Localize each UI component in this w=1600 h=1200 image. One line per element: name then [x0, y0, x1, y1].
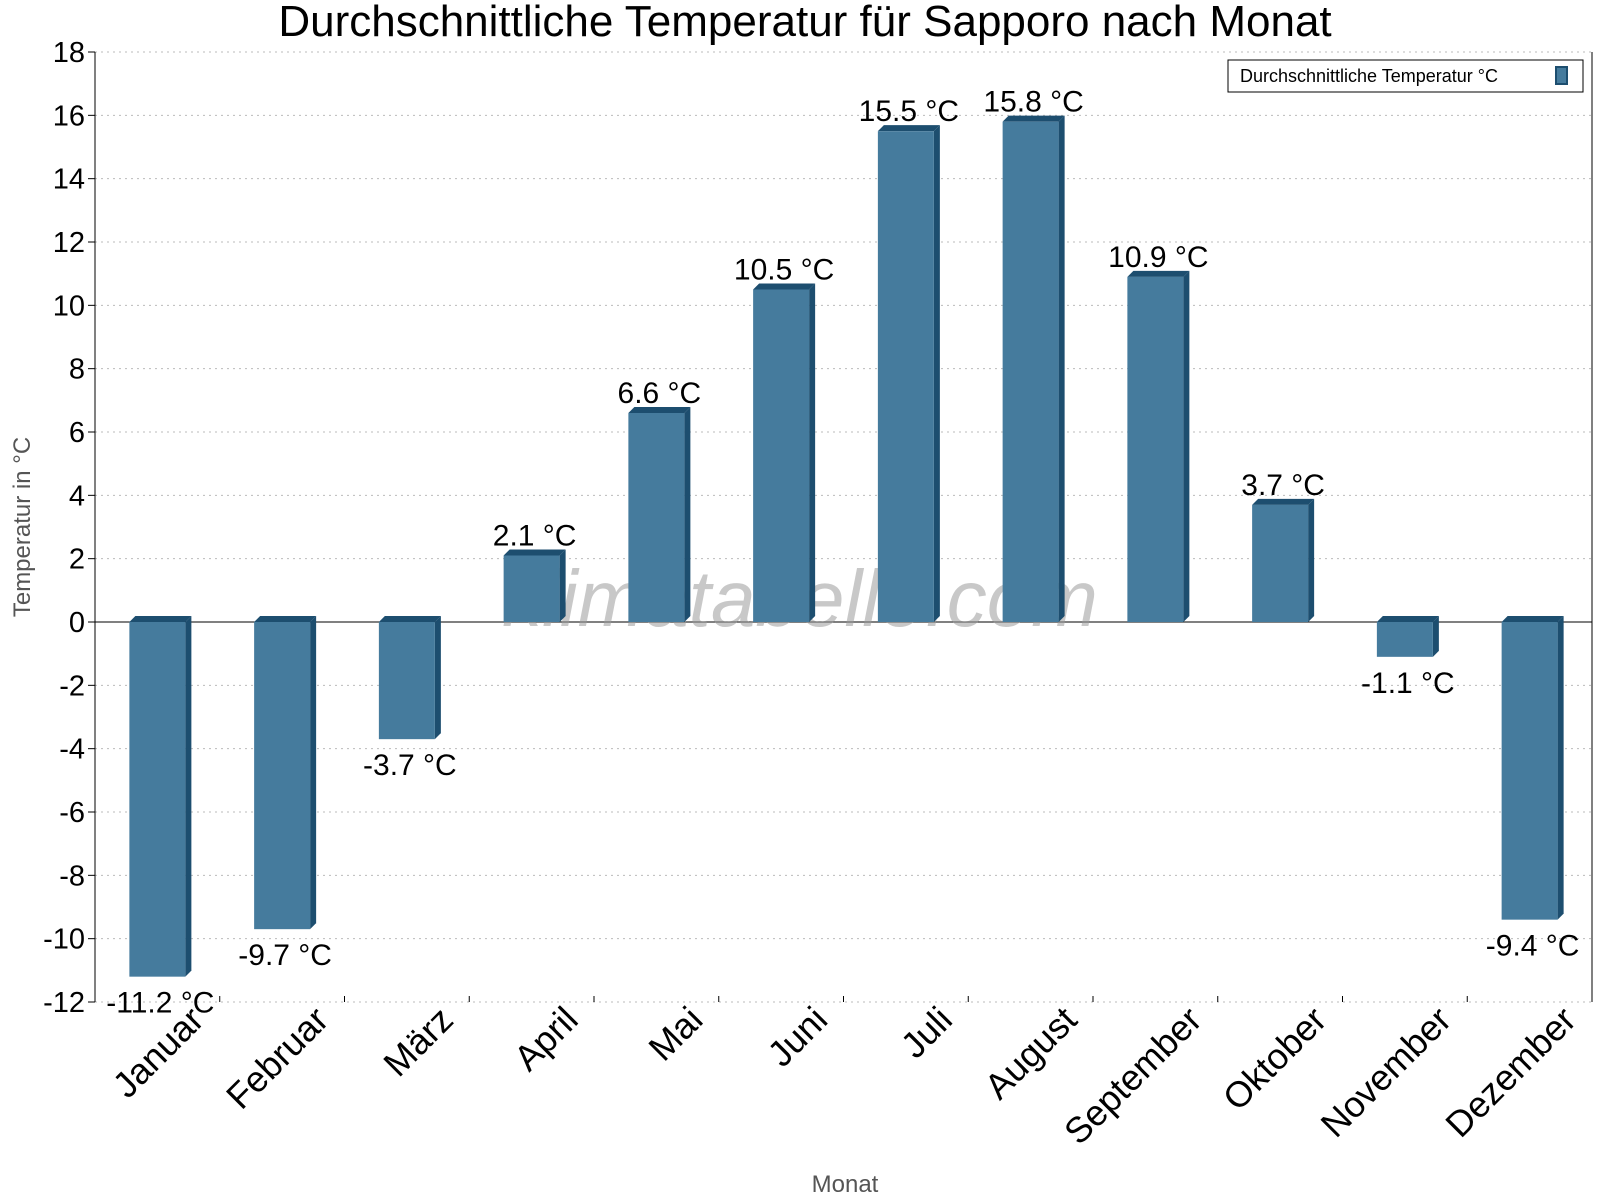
bar-top-face	[254, 616, 317, 622]
y-tick-label: 0	[69, 607, 85, 639]
bar	[378, 622, 435, 740]
y-tick-label: 18	[53, 37, 85, 69]
legend-swatch	[1555, 66, 1568, 85]
x-axis-label: Monat	[812, 1171, 879, 1198]
data-label: 10.5 °C	[734, 254, 834, 287]
bar	[1002, 121, 1059, 623]
bar	[1127, 276, 1184, 622]
y-tick-label: -8	[59, 860, 85, 892]
bar-top-face	[753, 283, 816, 290]
bar-top-face	[1252, 498, 1315, 505]
x-axis-ticks: Januar Februar März April Mai Juni Juli AugustS…	[94, 996, 1593, 1153]
data-label: 10.9 °C	[1108, 241, 1208, 274]
data-label: 15.5 °C	[859, 95, 959, 128]
y-tick-label: 14	[53, 164, 85, 196]
y-axis-ticks: 18 16 14 12 10 8 6 4 2 0 -2 -4 -6 -8 -10 -12	[43, 37, 95, 1019]
chart-title: Durchschnittliche Temperatur für Sapporo…	[278, 0, 1331, 46]
bar-side-face	[933, 125, 940, 623]
bar-top-face	[877, 125, 940, 132]
bar-side-face	[185, 616, 192, 977]
x-tick-label: März	[375, 999, 461, 1085]
y-tick-label: -2	[59, 670, 85, 702]
y-tick-label: 10	[53, 290, 85, 322]
x-tick-label: April	[506, 999, 586, 1079]
bars: -11.2 °C -9.7 °C -3.7 °C 2.1 °C 6.6 °C 10.5 °…	[106, 86, 1579, 1020]
y-tick-label: 16	[53, 100, 85, 132]
data-label: -9.4 °C	[1486, 930, 1580, 963]
y-tick-label: -12	[43, 987, 85, 1019]
y-tick-label: 8	[69, 354, 85, 386]
bar-top-face	[503, 549, 566, 556]
y-tick-label: -4	[59, 734, 85, 766]
bar	[1252, 504, 1309, 622]
bar-top-face	[628, 407, 691, 413]
data-label: 3.7 °C	[1241, 469, 1325, 502]
y-tick-label: 6	[69, 417, 85, 449]
data-label: -1.1 °C	[1361, 667, 1455, 700]
bar-side-face	[684, 407, 691, 622]
data-label: -3.7 °C	[363, 749, 457, 782]
legend: Durchschnittliche Temperatur °C	[1227, 59, 1584, 93]
bar	[1501, 622, 1558, 920]
data-label: 6.6 °C	[618, 377, 702, 410]
bar-side-face	[1557, 616, 1564, 920]
bar	[877, 131, 934, 622]
data-label: -11.2 °C	[106, 987, 214, 1020]
x-tick-label: Dezember	[1437, 999, 1583, 1145]
y-tick-label: 2	[69, 544, 85, 576]
bar-top-face	[129, 616, 192, 622]
bar-top-face	[1376, 616, 1439, 622]
x-tick-label: Juni	[759, 999, 835, 1075]
bar-side-face	[1058, 115, 1065, 623]
data-label: -9.7 °C	[238, 939, 332, 972]
bar-side-face	[809, 283, 816, 622]
bar	[503, 555, 560, 622]
y-tick-label: 4	[69, 480, 85, 512]
bar	[254, 622, 311, 930]
legend-box	[1227, 59, 1584, 93]
bar-side-face	[559, 549, 566, 622]
bar-side-face	[1432, 616, 1439, 657]
bar	[1376, 622, 1433, 657]
bar	[753, 289, 810, 622]
bar-top-face	[1002, 115, 1065, 122]
bar-top-face	[378, 616, 441, 622]
y-axis-label: Temperatur in °C	[9, 437, 36, 617]
x-tick-label: Juli	[893, 999, 960, 1066]
bar-side-face	[434, 616, 441, 740]
x-tick-label: Februar	[218, 999, 336, 1117]
x-tick-label: Oktober	[1215, 999, 1335, 1119]
bar-top-face	[1501, 616, 1564, 622]
bar	[628, 413, 685, 622]
y-tick-label: 12	[53, 227, 85, 259]
bar-side-face	[1308, 498, 1315, 622]
data-label: 2.1 °C	[493, 520, 577, 553]
bar	[129, 622, 186, 977]
y-tick-label: -10	[43, 924, 85, 956]
bar-side-face	[310, 616, 317, 930]
x-tick-label: September	[1056, 999, 1210, 1153]
legend-label: Durchschnittliche Temperatur °C	[1240, 66, 1498, 86]
x-tick-label: November	[1312, 999, 1458, 1145]
x-tick-label: August	[976, 999, 1084, 1107]
gridlines	[95, 51, 1592, 1003]
data-label: 15.8 °C	[983, 86, 1083, 119]
x-tick-label: Mai	[640, 999, 710, 1069]
bar-top-face	[1127, 270, 1190, 277]
y-tick-label: -6	[59, 797, 85, 829]
bar-side-face	[1183, 270, 1190, 622]
